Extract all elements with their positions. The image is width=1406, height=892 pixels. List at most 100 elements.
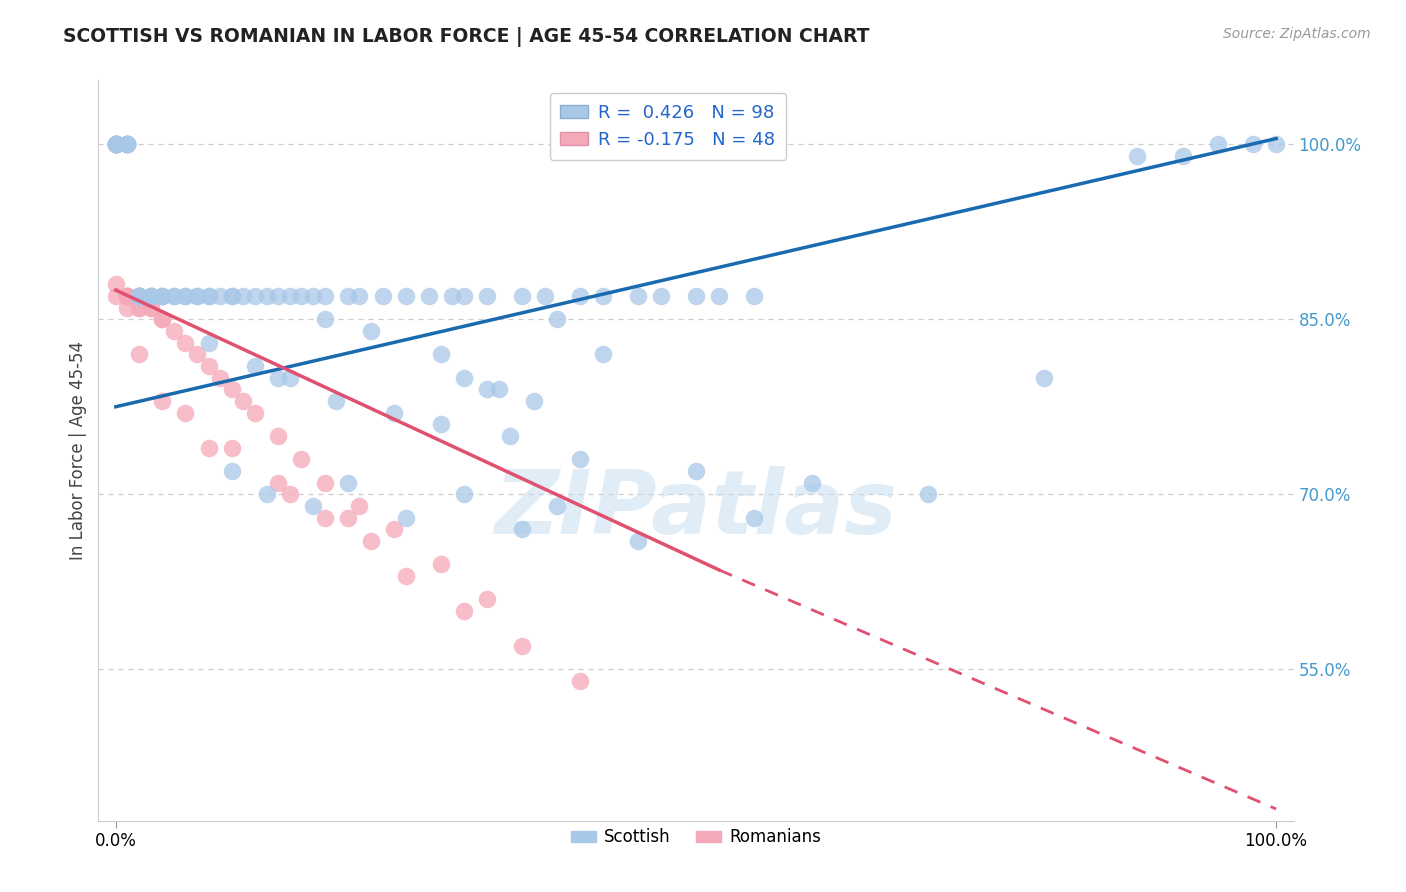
Point bbox=[475, 289, 498, 303]
Point bbox=[174, 335, 197, 350]
Point bbox=[314, 289, 336, 303]
Point bbox=[429, 347, 451, 361]
Point bbox=[1206, 137, 1229, 152]
Point bbox=[104, 137, 127, 152]
Point bbox=[128, 289, 150, 303]
Point bbox=[186, 347, 208, 361]
Point bbox=[243, 359, 266, 373]
Point bbox=[395, 289, 418, 303]
Point bbox=[104, 137, 127, 152]
Point bbox=[209, 370, 232, 384]
Y-axis label: In Labor Force | Age 45-54: In Labor Force | Age 45-54 bbox=[69, 341, 87, 560]
Point bbox=[117, 137, 139, 152]
Point bbox=[349, 499, 371, 513]
Point bbox=[117, 301, 139, 315]
Point bbox=[382, 522, 405, 536]
Point bbox=[104, 137, 127, 152]
Point bbox=[139, 301, 162, 315]
Point bbox=[278, 487, 301, 501]
Point bbox=[256, 289, 278, 303]
Point bbox=[128, 301, 150, 315]
Point bbox=[1241, 137, 1264, 152]
Point bbox=[186, 289, 208, 303]
Point bbox=[139, 289, 162, 303]
Point bbox=[418, 289, 440, 303]
Point bbox=[267, 429, 290, 443]
Point bbox=[174, 406, 197, 420]
Point bbox=[325, 393, 347, 408]
Point bbox=[267, 475, 290, 490]
Point bbox=[314, 475, 336, 490]
Point bbox=[174, 289, 197, 303]
Point bbox=[685, 464, 707, 478]
Point bbox=[499, 429, 522, 443]
Point bbox=[232, 393, 254, 408]
Point bbox=[441, 289, 464, 303]
Point bbox=[163, 324, 186, 338]
Point bbox=[336, 510, 359, 524]
Point bbox=[267, 289, 290, 303]
Point bbox=[453, 487, 475, 501]
Point bbox=[117, 137, 139, 152]
Point bbox=[546, 312, 568, 326]
Point bbox=[336, 289, 359, 303]
Point bbox=[243, 289, 266, 303]
Point bbox=[336, 475, 359, 490]
Point bbox=[117, 289, 139, 303]
Text: Source: ZipAtlas.com: Source: ZipAtlas.com bbox=[1223, 27, 1371, 41]
Point bbox=[104, 137, 127, 152]
Point bbox=[290, 289, 312, 303]
Point bbox=[150, 289, 173, 303]
Point bbox=[382, 406, 405, 420]
Point bbox=[371, 289, 394, 303]
Point bbox=[510, 289, 533, 303]
Point bbox=[534, 289, 557, 303]
Point bbox=[1173, 149, 1195, 163]
Point bbox=[117, 289, 139, 303]
Point bbox=[139, 289, 162, 303]
Point bbox=[221, 464, 243, 478]
Point bbox=[278, 289, 301, 303]
Legend: Scottish, Romanians: Scottish, Romanians bbox=[564, 822, 828, 853]
Point bbox=[221, 289, 243, 303]
Point bbox=[475, 592, 498, 607]
Point bbox=[314, 312, 336, 326]
Point bbox=[475, 382, 498, 396]
Point bbox=[150, 393, 173, 408]
Point bbox=[917, 487, 939, 501]
Point bbox=[546, 499, 568, 513]
Point bbox=[209, 289, 232, 303]
Point bbox=[139, 301, 162, 315]
Point bbox=[429, 417, 451, 432]
Point bbox=[627, 533, 650, 548]
Point bbox=[510, 639, 533, 653]
Point bbox=[221, 289, 243, 303]
Point bbox=[592, 347, 614, 361]
Point bbox=[453, 604, 475, 618]
Point bbox=[510, 522, 533, 536]
Point bbox=[314, 510, 336, 524]
Point bbox=[742, 289, 765, 303]
Point bbox=[488, 382, 510, 396]
Point bbox=[742, 510, 765, 524]
Point bbox=[104, 277, 127, 292]
Point bbox=[197, 335, 219, 350]
Point bbox=[302, 289, 325, 303]
Point bbox=[186, 289, 208, 303]
Text: SCOTTISH VS ROMANIAN IN LABOR FORCE | AGE 45-54 CORRELATION CHART: SCOTTISH VS ROMANIAN IN LABOR FORCE | AG… bbox=[63, 27, 870, 46]
Point bbox=[104, 137, 127, 152]
Point bbox=[117, 289, 139, 303]
Point bbox=[627, 289, 650, 303]
Point bbox=[197, 359, 219, 373]
Point bbox=[117, 289, 139, 303]
Point bbox=[221, 441, 243, 455]
Point bbox=[256, 487, 278, 501]
Point bbox=[128, 289, 150, 303]
Point bbox=[128, 301, 150, 315]
Point bbox=[197, 289, 219, 303]
Point bbox=[568, 452, 591, 467]
Point bbox=[104, 137, 127, 152]
Point bbox=[163, 289, 186, 303]
Point bbox=[522, 393, 544, 408]
Point bbox=[117, 137, 139, 152]
